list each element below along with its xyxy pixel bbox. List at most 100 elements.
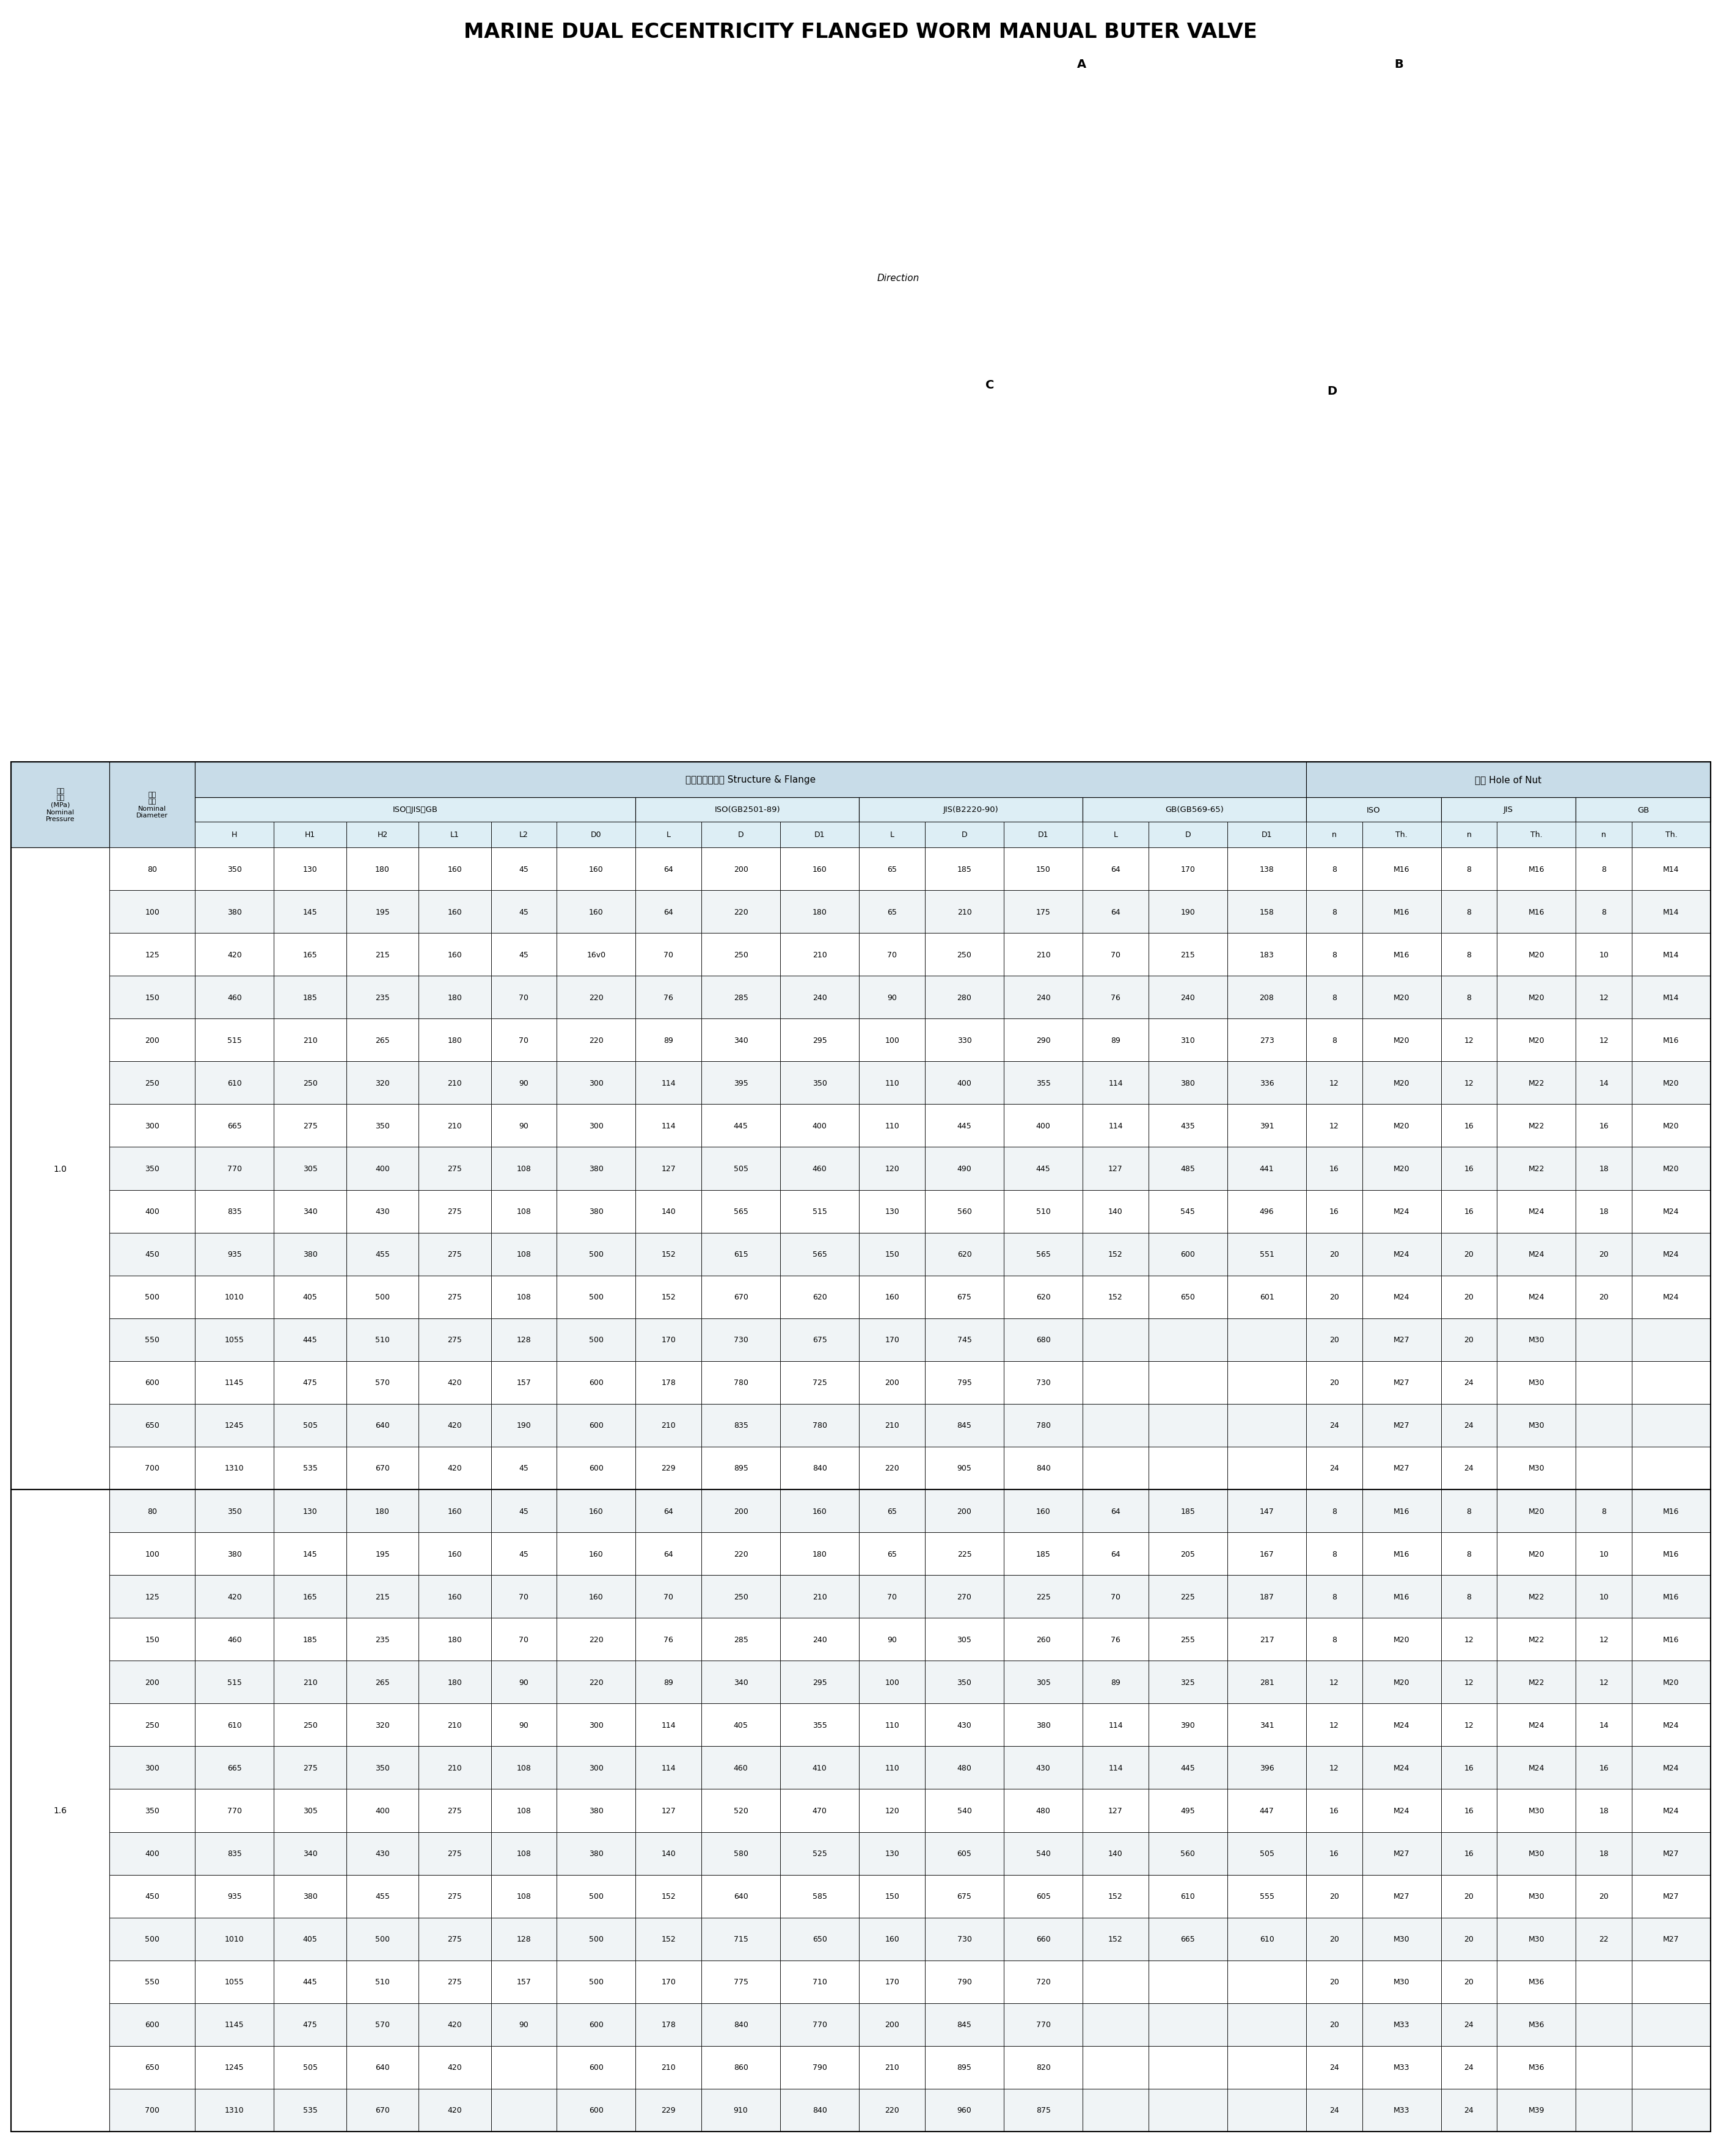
Bar [194, 1190, 274, 1233]
Bar [418, 2089, 490, 2132]
Text: 8: 8 [1601, 1507, 1606, 1516]
Text: 螺孔 Hole of Nut: 螺孔 Hole of Nut [1475, 776, 1542, 785]
Bar [859, 1360, 924, 1404]
Text: 300: 300 [145, 1121, 160, 1130]
Bar [1227, 890, 1306, 934]
Text: M27: M27 [1662, 1893, 1680, 1899]
Bar [635, 890, 702, 934]
Bar [1440, 2046, 1497, 2089]
Text: 127: 127 [661, 1807, 676, 1815]
Bar [110, 1020, 194, 1061]
Text: 505: 505 [303, 2063, 317, 2072]
Bar [1576, 1576, 1632, 1617]
Text: 120: 120 [885, 1164, 900, 1173]
Text: 165: 165 [303, 951, 317, 959]
Bar [780, 1703, 859, 1746]
Bar [1003, 1490, 1083, 1533]
Bar [556, 1960, 635, 2003]
Text: 790: 790 [812, 2063, 828, 2072]
Bar [1497, 1447, 1576, 1490]
Bar [702, 2046, 780, 2089]
Bar [1003, 1104, 1083, 1147]
Text: M16: M16 [1394, 951, 1409, 959]
Text: 250: 250 [303, 1080, 317, 1087]
Text: 20: 20 [1329, 1294, 1339, 1300]
Bar [1227, 1404, 1306, 1447]
Text: 560: 560 [957, 1207, 972, 1216]
Bar [490, 2089, 556, 2132]
Text: 64: 64 [1110, 1507, 1120, 1516]
Text: M16: M16 [1394, 908, 1409, 916]
Text: 110: 110 [885, 1080, 900, 1087]
Bar [1576, 2003, 1632, 2046]
Bar [1497, 934, 1576, 977]
Text: 405: 405 [733, 1720, 749, 1729]
Bar [274, 1960, 346, 2003]
Bar [418, 1404, 490, 1447]
Text: 460: 460 [733, 1764, 749, 1772]
Bar [194, 1960, 274, 2003]
Bar [859, 1404, 924, 1447]
Text: 114: 114 [661, 1121, 676, 1130]
Bar [194, 1061, 274, 1104]
Bar [274, 1703, 346, 1746]
Text: D: D [962, 830, 967, 839]
Bar [1083, 1660, 1148, 1703]
Text: 16: 16 [1599, 1764, 1609, 1772]
Text: 605: 605 [1036, 1893, 1050, 1899]
Text: 100: 100 [145, 1550, 160, 1559]
Bar [780, 977, 859, 1020]
Bar [110, 1490, 194, 1533]
Bar [274, 1061, 346, 1104]
Text: 160: 160 [447, 1507, 461, 1516]
Bar [490, 1104, 556, 1147]
Bar [1497, 1876, 1576, 1917]
Bar [346, 1617, 418, 1660]
Text: 640: 640 [375, 2063, 389, 2072]
Bar [635, 821, 702, 847]
Text: 670: 670 [733, 1294, 749, 1300]
Text: 14: 14 [1599, 1720, 1609, 1729]
Bar [1083, 1746, 1148, 1789]
Bar [490, 847, 556, 890]
Bar [780, 1447, 859, 1490]
Bar [924, 890, 1003, 934]
Text: 275: 275 [447, 1337, 463, 1343]
Text: 570: 570 [375, 2020, 391, 2029]
Bar [194, 1660, 274, 1703]
Bar [490, 1360, 556, 1404]
Bar [194, 977, 274, 1020]
Bar [490, 1617, 556, 1660]
Text: 127: 127 [661, 1164, 676, 1173]
Text: 600: 600 [589, 2020, 604, 2029]
Text: M24: M24 [1394, 1207, 1409, 1216]
Text: 500: 500 [145, 1936, 160, 1943]
Text: 8: 8 [1466, 1507, 1471, 1516]
Text: 12: 12 [1329, 1720, 1339, 1729]
Bar [274, 1147, 346, 1190]
Text: 160: 160 [885, 1294, 900, 1300]
Text: 250: 250 [957, 951, 972, 959]
Text: 515: 515 [812, 1207, 828, 1216]
Text: 8: 8 [1332, 1550, 1337, 1559]
Text: 330: 330 [957, 1037, 972, 1044]
Bar [1083, 1404, 1148, 1447]
Text: 275: 275 [447, 1807, 463, 1815]
Bar [924, 1276, 1003, 1319]
Text: 305: 305 [303, 1807, 317, 1815]
Text: 160: 160 [447, 951, 461, 959]
Bar [490, 890, 556, 934]
Bar [490, 1960, 556, 2003]
Text: 20: 20 [1329, 1337, 1339, 1343]
Text: 835: 835 [227, 1850, 243, 1856]
Text: 152: 152 [1108, 1893, 1122, 1899]
Text: 665: 665 [227, 1764, 241, 1772]
Text: 114: 114 [1108, 1764, 1122, 1772]
Text: 160: 160 [589, 1593, 604, 1600]
Text: 700: 700 [145, 1464, 160, 1473]
Bar [1632, 1020, 1711, 1061]
Bar [635, 2089, 702, 2132]
Text: 500: 500 [375, 1936, 391, 1943]
Text: 195: 195 [375, 908, 389, 916]
Bar [1576, 1276, 1632, 1319]
